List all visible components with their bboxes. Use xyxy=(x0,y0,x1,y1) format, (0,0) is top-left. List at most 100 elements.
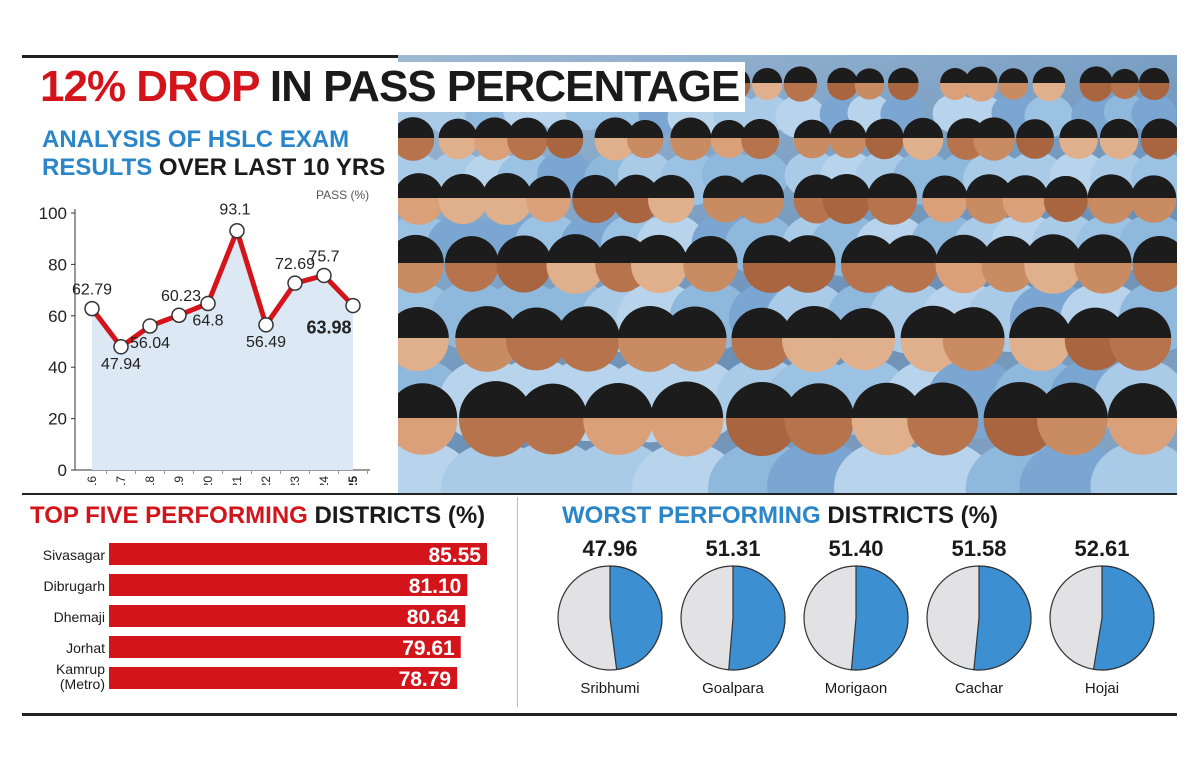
y-tick-label: 80 xyxy=(48,255,67,274)
y-axis-unit: PASS (%) xyxy=(316,188,370,202)
student-hair xyxy=(1016,119,1054,138)
headline-red: 12% DROP xyxy=(40,62,260,111)
data-label: 63.98 xyxy=(306,318,351,338)
top-districts-title-dark: DISTRICTS (%) xyxy=(314,502,486,529)
worst-districts-pie-charts: 47.96 Sribhumi 51.31 Goalpara 51.40 Morigaon 5… xyxy=(557,536,1155,697)
student-hair xyxy=(752,67,783,83)
student-hair xyxy=(1074,234,1132,263)
data-point xyxy=(316,267,332,284)
district-bar xyxy=(109,574,468,596)
student-hair xyxy=(507,117,548,138)
y-tick-label: 40 xyxy=(48,358,67,377)
student-hair xyxy=(983,381,1056,418)
student-hair xyxy=(935,234,993,263)
student-hair xyxy=(888,67,919,83)
district-value: 80.64 xyxy=(407,606,460,629)
district-bar xyxy=(109,667,458,689)
student-hair xyxy=(902,117,944,138)
student-hair xyxy=(731,307,793,338)
line-chart-title-results: RESULTS xyxy=(42,154,153,181)
student-hair xyxy=(438,173,487,198)
x-tick-label: 2018 xyxy=(143,476,157,485)
data-point xyxy=(200,295,216,312)
top-districts-bar-chart: Sivasagar 85.55 Dibrugarh 81.10 Dhemaji 80.64… xyxy=(43,543,487,692)
student-hair xyxy=(702,175,748,198)
pie-value: 51.40 xyxy=(828,536,883,561)
students-photo xyxy=(398,55,1177,493)
pie-district-label: Cachar xyxy=(955,680,1003,697)
student-hair xyxy=(612,174,660,198)
pie-district-label: Hojai xyxy=(1085,680,1119,697)
crowd-illustration xyxy=(398,66,1177,493)
student-hair xyxy=(455,306,519,338)
data-point xyxy=(84,300,100,317)
pie-value: 47.96 xyxy=(582,536,637,561)
student-hair xyxy=(783,66,818,83)
student-hair xyxy=(854,68,885,83)
district-label: Dhemaji xyxy=(54,609,105,625)
data-point xyxy=(258,317,274,333)
headline-dark: IN PASS PERCENTAGE xyxy=(269,62,740,111)
top-districts-title-red: TOP FIVE PERFORMING xyxy=(30,502,308,529)
student-hair xyxy=(444,236,499,263)
student-hair xyxy=(973,117,1015,138)
x-tick-label: 2021 xyxy=(230,476,244,485)
district-value: 78.79 xyxy=(399,668,452,691)
district-label: Sivasagar xyxy=(43,547,106,563)
student-hair xyxy=(1138,67,1170,83)
student-hair xyxy=(867,173,917,198)
data-label: 60.23 xyxy=(161,288,201,305)
pie-slice xyxy=(1092,565,1155,671)
student-hair xyxy=(670,117,712,138)
student-hair xyxy=(473,117,516,138)
student-hair xyxy=(834,307,895,338)
student-hair xyxy=(1064,307,1126,338)
data-label: 47.94 xyxy=(101,356,141,373)
student-hair xyxy=(1087,174,1135,198)
worst-districts-title: WORST PERFORMING DISTRICTS (%) xyxy=(562,502,998,530)
data-point xyxy=(287,275,303,291)
x-tick-label: 2022 xyxy=(259,476,273,485)
district-bar xyxy=(109,605,466,627)
y-tick-label: 60 xyxy=(48,307,67,326)
headline: 12% DROP IN PASS PERCENTAGE xyxy=(40,62,746,112)
student-hair xyxy=(865,118,904,138)
line-chart-title: ANALYSIS OF HSLC EXAM RESULTS OVER LAST … xyxy=(42,126,385,182)
data-label: 56.49 xyxy=(246,334,286,351)
student-hair xyxy=(940,68,971,83)
student-hair xyxy=(518,383,588,418)
student-hair xyxy=(851,382,923,418)
pie-slice xyxy=(609,565,663,671)
data-label: 75.7 xyxy=(308,248,339,265)
pie-slice xyxy=(850,565,909,671)
district-label: Dibrugarh xyxy=(44,578,105,594)
x-tick-label: 2023 xyxy=(288,476,302,485)
student-hair xyxy=(572,174,619,198)
student-hair xyxy=(648,174,695,198)
student-hair xyxy=(1130,175,1177,198)
student-hair xyxy=(594,117,636,138)
student-hair xyxy=(1099,118,1139,138)
student-hair xyxy=(1032,66,1066,83)
student-hair xyxy=(1107,383,1177,418)
x-tick-label: 2024 xyxy=(317,476,331,485)
student-hair xyxy=(627,119,664,138)
y-tick-label: 100 xyxy=(39,204,67,223)
worst-districts-title-dark: DISTRICTS (%) xyxy=(827,502,998,529)
student-hair xyxy=(942,307,1005,338)
district-label: (Metro) xyxy=(60,676,105,692)
pie-district-label: Morigaon xyxy=(825,680,888,697)
line-chart-title-line1: ANALYSIS OF HSLC EXAM xyxy=(42,126,350,153)
student-hair xyxy=(1132,235,1177,263)
data-point xyxy=(142,318,158,334)
pie-slice xyxy=(973,565,1032,671)
student-hair xyxy=(782,305,847,338)
student-hair xyxy=(398,173,444,198)
student-hair xyxy=(922,175,968,198)
x-tick-label: 2020 xyxy=(201,476,215,485)
student-hair xyxy=(546,119,584,138)
x-tick-label: 2025 xyxy=(346,476,360,485)
student-hair xyxy=(496,235,552,263)
student-hair xyxy=(683,235,738,263)
data-label: 62.79 xyxy=(72,282,112,299)
